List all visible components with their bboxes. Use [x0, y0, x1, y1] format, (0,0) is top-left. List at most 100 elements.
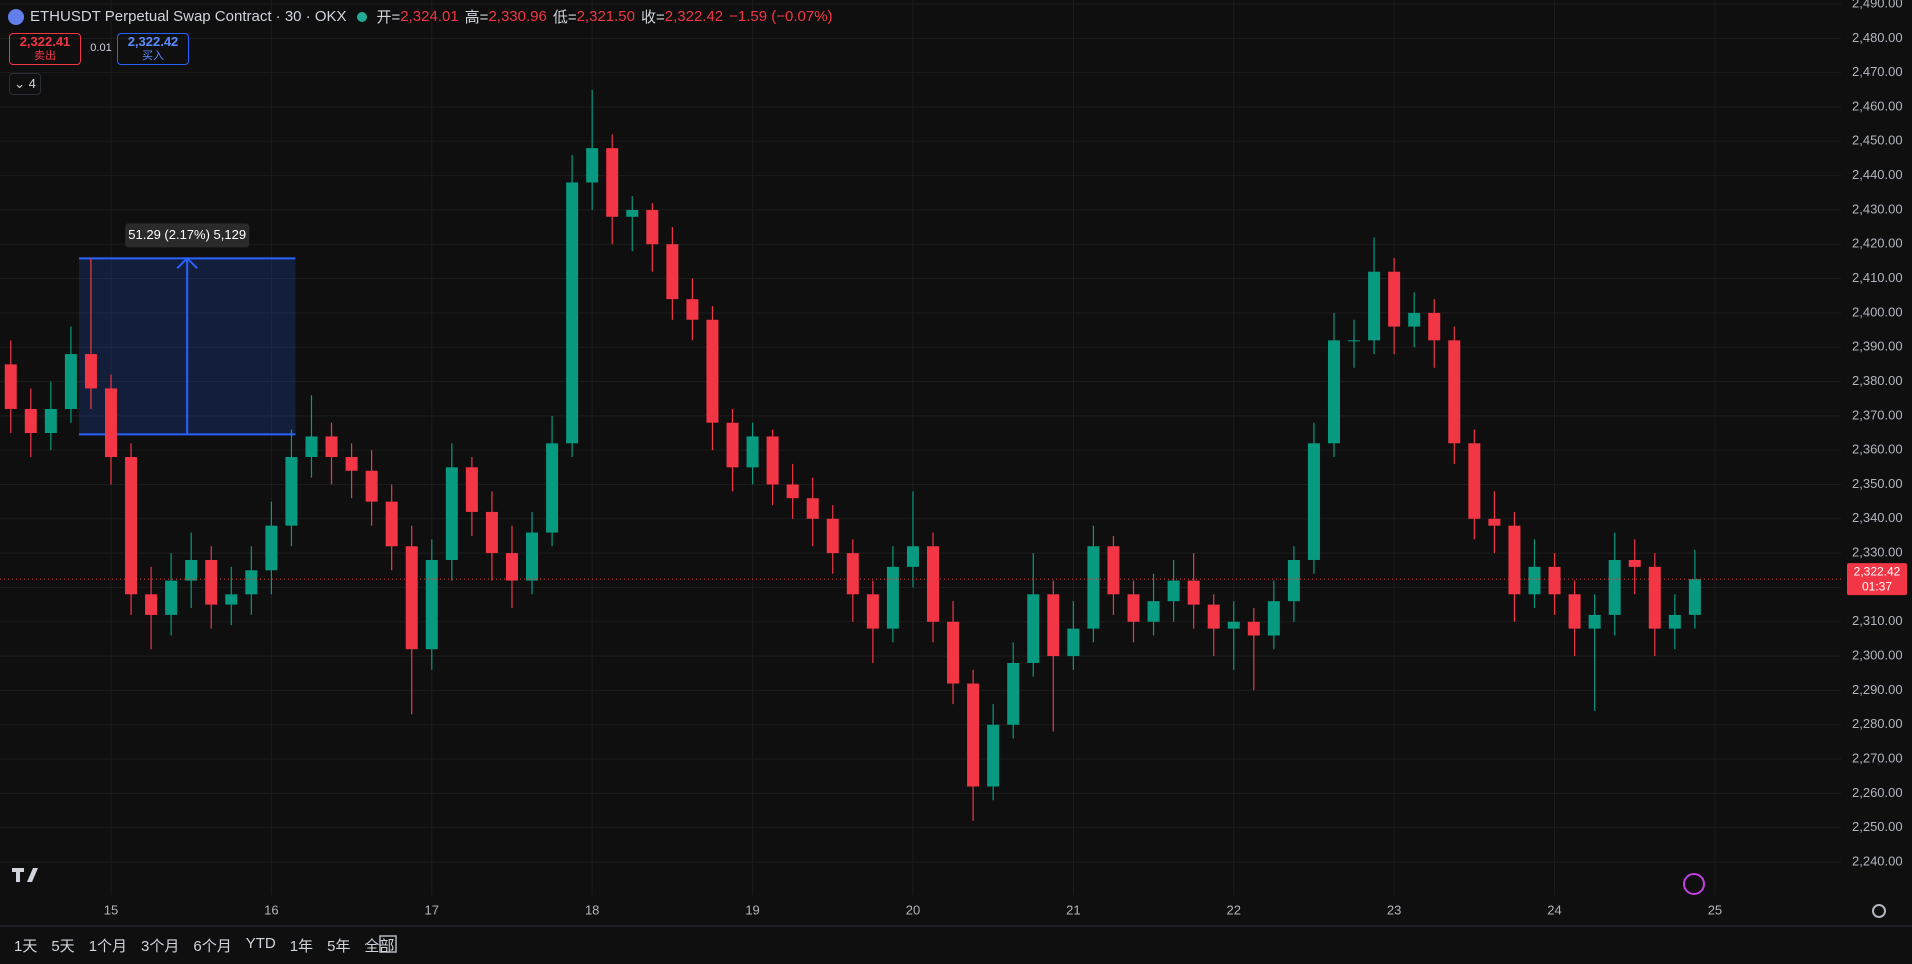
candle-body [84, 354, 97, 389]
candle-body [1267, 601, 1280, 636]
candle-body [405, 546, 418, 650]
candle-body [947, 621, 960, 684]
candle-body [1588, 614, 1601, 629]
x-tick-label: 23 [1387, 902, 1401, 917]
x-tick-label: 25 [1708, 902, 1722, 917]
candle-body [826, 518, 839, 554]
price-tag [1847, 563, 1907, 596]
y-tick-label: 2,450.00 [1852, 133, 1903, 148]
range-button[interactable]: 6个月 [193, 938, 232, 955]
candle-body [185, 559, 198, 581]
y-tick-label: 2,240.00 [1852, 853, 1903, 868]
y-tick-label: 2,360.00 [1852, 442, 1903, 457]
ohlc-label: 开= [376, 9, 401, 26]
alert-icon [1683, 873, 1705, 895]
candle-body [44, 408, 57, 433]
x-tick-label: 19 [745, 902, 759, 917]
candle-body [886, 566, 899, 629]
candle-body [1608, 559, 1621, 615]
candle-body [1348, 340, 1361, 342]
sell-button[interactable]: 2,322.41 卖出 [9, 33, 81, 65]
y-tick-label: 2,490.00 [1852, 0, 1903, 10]
symbol[interactable]: ETHUSDT Perpetual Swap Contract · 30 · O… [30, 8, 347, 25]
ohlc-label: 收= [640, 9, 665, 26]
candle-body [285, 457, 298, 526]
candle-body [726, 422, 739, 468]
candle-body [64, 354, 77, 409]
y-tick-label: 2,330.00 [1852, 545, 1903, 560]
y-tick-label: 2,280.00 [1852, 716, 1903, 731]
header: ETHUSDT Perpetual Swap Contract · 30 · O… [8, 6, 833, 27]
ohlc-value: 2,321.50 [576, 8, 635, 25]
candle-body [967, 683, 980, 787]
candle-body [325, 436, 338, 458]
indicators-toggle[interactable]: ⌄ 4 [9, 73, 41, 95]
candle-body [1127, 594, 1140, 622]
y-tick-label: 2,390.00 [1852, 339, 1903, 354]
candle-body [4, 364, 17, 409]
buy-button[interactable]: 2,322.42 买入 [117, 33, 189, 65]
range-button[interactable]: 全部 [364, 938, 395, 955]
sell-label: 卖出 [34, 50, 56, 62]
candle-body [125, 457, 138, 595]
candle-body [465, 467, 478, 512]
candle-body [1027, 594, 1040, 663]
candle-body [24, 408, 37, 433]
candle-body [104, 388, 117, 458]
candle-body [165, 580, 178, 615]
range-button[interactable]: 5天 [51, 938, 75, 955]
candle-body [1007, 662, 1020, 725]
candle-body [1668, 614, 1681, 629]
candle-body [746, 436, 759, 468]
candle-body [345, 457, 358, 471]
x-tick-label: 20 [906, 902, 920, 917]
candle-body [666, 244, 679, 300]
x-tick-label: 22 [1227, 902, 1241, 917]
range-button[interactable]: YTD [245, 935, 276, 952]
y-tick-label: 2,420.00 [1852, 236, 1903, 251]
compare-icon [379, 935, 397, 953]
candle-body [365, 470, 378, 502]
measure-arrowhead [176, 256, 198, 270]
ohlc-value: 2,324.01 [400, 8, 459, 25]
candle-body [906, 546, 919, 567]
candle-body [1047, 594, 1060, 657]
candle-body [425, 559, 438, 650]
ohlc-value: 2,330.96 [488, 8, 547, 25]
range-button[interactable]: 1个月 [88, 938, 128, 955]
candle-body [445, 467, 458, 560]
candle-body [866, 594, 879, 629]
change: −1.59 (−0.07%) [729, 8, 833, 25]
candle-body [626, 209, 639, 217]
candle-body [606, 148, 619, 217]
candle-body [1508, 525, 1521, 595]
candle-body [927, 546, 940, 622]
candle-body [1067, 628, 1080, 657]
x-tick-label: 15 [104, 902, 118, 917]
candle-body [1107, 546, 1120, 595]
candle-body [706, 319, 719, 423]
candle-body [505, 553, 518, 581]
range-button[interactable]: 3个月 [141, 938, 180, 955]
range-button[interactable]: 1天 [14, 938, 38, 955]
y-tick-label: 2,290.00 [1852, 682, 1903, 697]
candle-body [1368, 271, 1381, 341]
candle-body [1688, 579, 1701, 615]
y-tick-label: 2,370.00 [1852, 407, 1903, 422]
price-tag-countdown: 01:37 [1862, 579, 1892, 593]
candle-body [1147, 601, 1160, 622]
y-tick-label: 2,470.00 [1852, 64, 1903, 79]
buy-price: 2,322.42 [127, 34, 179, 49]
candle-body [1087, 546, 1100, 629]
sell-price: 2,322.41 [19, 34, 71, 49]
candle-body [1648, 566, 1661, 629]
y-tick-label: 2,380.00 [1852, 373, 1903, 388]
x-tick-label: 17 [425, 902, 439, 917]
measure-label-box [125, 223, 250, 248]
range-button[interactable]: 5年 [327, 938, 351, 955]
candle-body [846, 553, 859, 595]
range-button[interactable]: 1年 [289, 938, 314, 955]
candle-body [265, 525, 278, 571]
